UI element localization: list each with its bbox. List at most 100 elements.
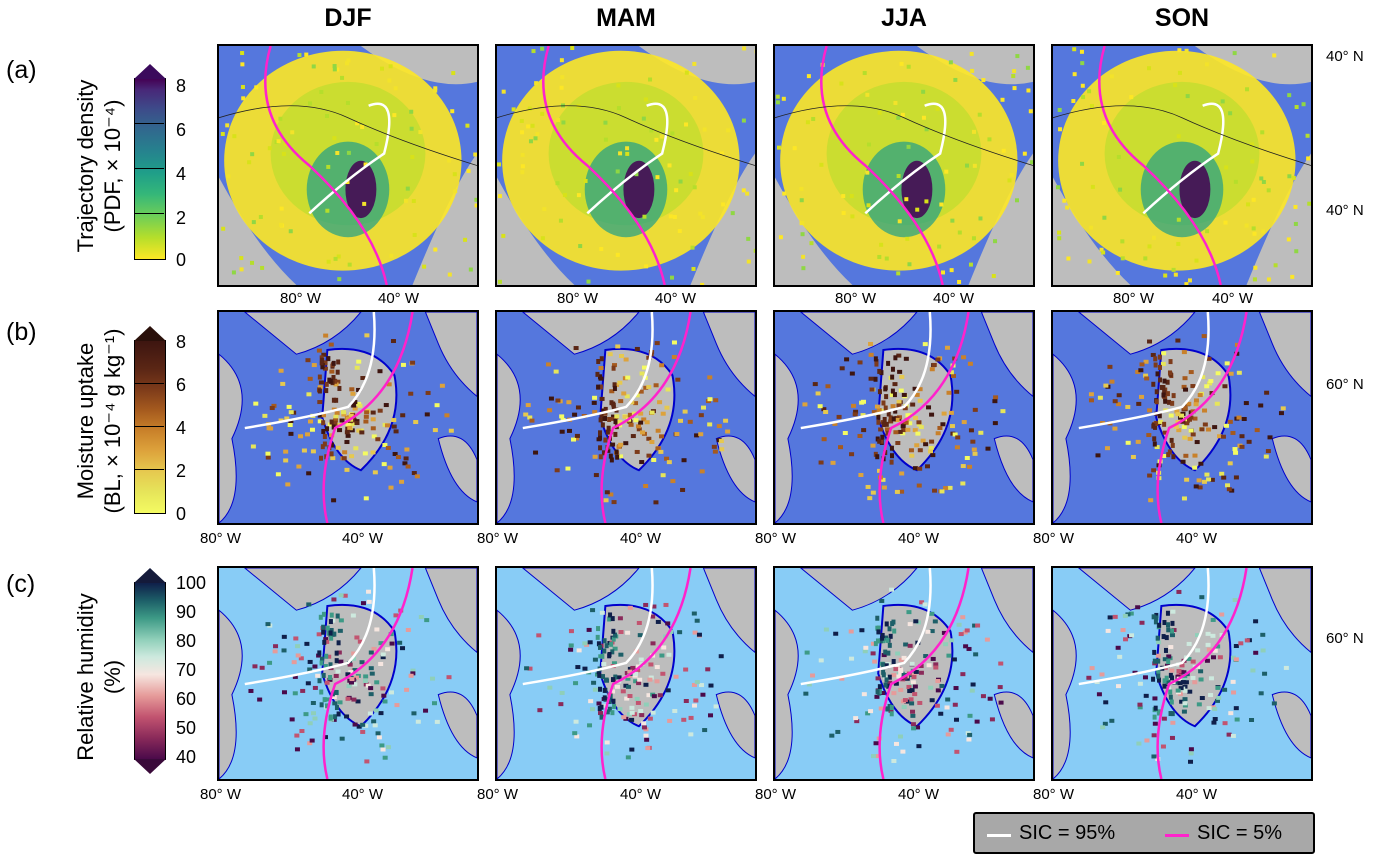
map-panel-a-djf xyxy=(217,44,479,287)
land-mass xyxy=(775,353,799,523)
uptake-cell xyxy=(629,717,635,722)
uptake-cell xyxy=(1239,434,1245,439)
uptake-cell xyxy=(424,618,430,623)
uptake-cell xyxy=(972,623,978,628)
uptake-cell xyxy=(614,414,620,419)
uptake-cell xyxy=(639,460,645,465)
uptake-cell xyxy=(825,384,831,389)
uptake-cell xyxy=(873,741,879,746)
trajectory-cell xyxy=(267,146,272,151)
uptake-cell xyxy=(941,411,947,416)
coastal-cell xyxy=(607,616,612,622)
uptake-cell xyxy=(671,340,677,345)
uptake-cell xyxy=(643,702,649,707)
uptake-cell xyxy=(607,352,613,357)
uptake-cell xyxy=(344,430,350,435)
sic5-line xyxy=(322,568,414,779)
trajectory-cell xyxy=(1232,51,1237,56)
uptake-cell xyxy=(1182,701,1188,706)
trajectory-cell xyxy=(288,229,293,234)
trajectory-cell xyxy=(1251,226,1256,231)
trajectory-cell xyxy=(347,262,352,267)
coastal-cell xyxy=(596,669,601,675)
trajectory-cell xyxy=(1080,61,1085,66)
trajectory-cell xyxy=(1028,109,1033,114)
uptake-cell xyxy=(1150,352,1156,357)
uptake-cell xyxy=(1222,721,1228,726)
uptake-cell xyxy=(960,481,966,486)
lon-label: 40° W xyxy=(1176,786,1218,803)
trajectory-cell xyxy=(800,220,805,225)
uptake-cell xyxy=(874,404,880,409)
uptake-cell xyxy=(683,698,689,703)
uptake-cell xyxy=(907,622,913,627)
uptake-cell xyxy=(281,690,287,695)
coastal-cell xyxy=(608,693,613,699)
uptake-cell xyxy=(1264,390,1270,395)
uptake-cell xyxy=(634,449,640,454)
uptake-cell xyxy=(378,641,384,646)
uptake-cell xyxy=(1182,435,1188,440)
uptake-cell xyxy=(257,697,263,702)
uptake-cell xyxy=(248,688,254,693)
coastal-cell xyxy=(317,678,322,684)
uptake-cell xyxy=(1130,454,1136,459)
trajectory-cell xyxy=(801,266,806,271)
coastal-cell xyxy=(599,356,604,362)
coastal-cell xyxy=(324,388,329,394)
coastal-cell xyxy=(615,454,620,460)
trajectory-cell xyxy=(896,115,901,120)
trajectory-cell xyxy=(279,222,284,227)
colorbar-a-tick: 4 xyxy=(176,164,187,184)
coastal-cell xyxy=(613,632,618,638)
uptake-cell xyxy=(964,628,970,633)
coastal-cell xyxy=(1155,371,1160,377)
uptake-cell xyxy=(292,674,298,679)
uptake-cell xyxy=(658,449,664,454)
trajectory-cell xyxy=(570,46,575,51)
uptake-cell xyxy=(1186,641,1192,646)
uptake-cell xyxy=(881,485,887,490)
uptake-cell xyxy=(627,669,633,674)
uptake-cell xyxy=(944,345,950,350)
uptake-cell xyxy=(907,643,913,648)
coastal-cell xyxy=(613,419,618,425)
uptake-cell xyxy=(992,399,998,404)
uptake-cell xyxy=(902,698,908,703)
uptake-cell xyxy=(639,371,645,376)
coastal-cell xyxy=(598,384,603,390)
coastal-cell xyxy=(883,386,888,392)
uptake-cell xyxy=(718,439,724,444)
trajectory-cell xyxy=(1233,179,1238,184)
uptake-cell xyxy=(1096,692,1102,697)
coastal-cell xyxy=(324,653,329,659)
coastal-cell xyxy=(600,422,605,428)
uptake-cell xyxy=(397,640,403,645)
uptake-cell xyxy=(876,408,882,413)
coastal-cell xyxy=(876,419,881,425)
uptake-cell xyxy=(603,498,609,503)
uptake-cell xyxy=(908,448,914,453)
uptake-cell xyxy=(617,419,623,424)
uptake-cell xyxy=(434,403,440,408)
trajectory-cell xyxy=(879,242,884,247)
uptake-cell xyxy=(604,490,610,495)
uptake-cell xyxy=(393,613,399,618)
trajectory-cell xyxy=(241,96,246,101)
uptake-cell xyxy=(702,728,708,733)
uptake-cell xyxy=(346,684,352,689)
sic5-line xyxy=(264,46,388,285)
uptake-cell xyxy=(910,709,916,714)
trajectory-cell xyxy=(1089,104,1094,109)
uptake-cell xyxy=(345,433,351,438)
colorbar-b-tick: 2 xyxy=(176,461,187,481)
uptake-cell xyxy=(382,699,388,704)
uptake-cell xyxy=(1199,696,1205,701)
uptake-cell xyxy=(400,413,406,418)
trajectory-cell xyxy=(721,202,726,207)
uptake-cell xyxy=(917,466,923,471)
uptake-cell xyxy=(333,673,339,678)
uptake-cell xyxy=(626,712,632,717)
uptake-cell xyxy=(659,434,665,439)
uptake-cell xyxy=(970,682,976,687)
